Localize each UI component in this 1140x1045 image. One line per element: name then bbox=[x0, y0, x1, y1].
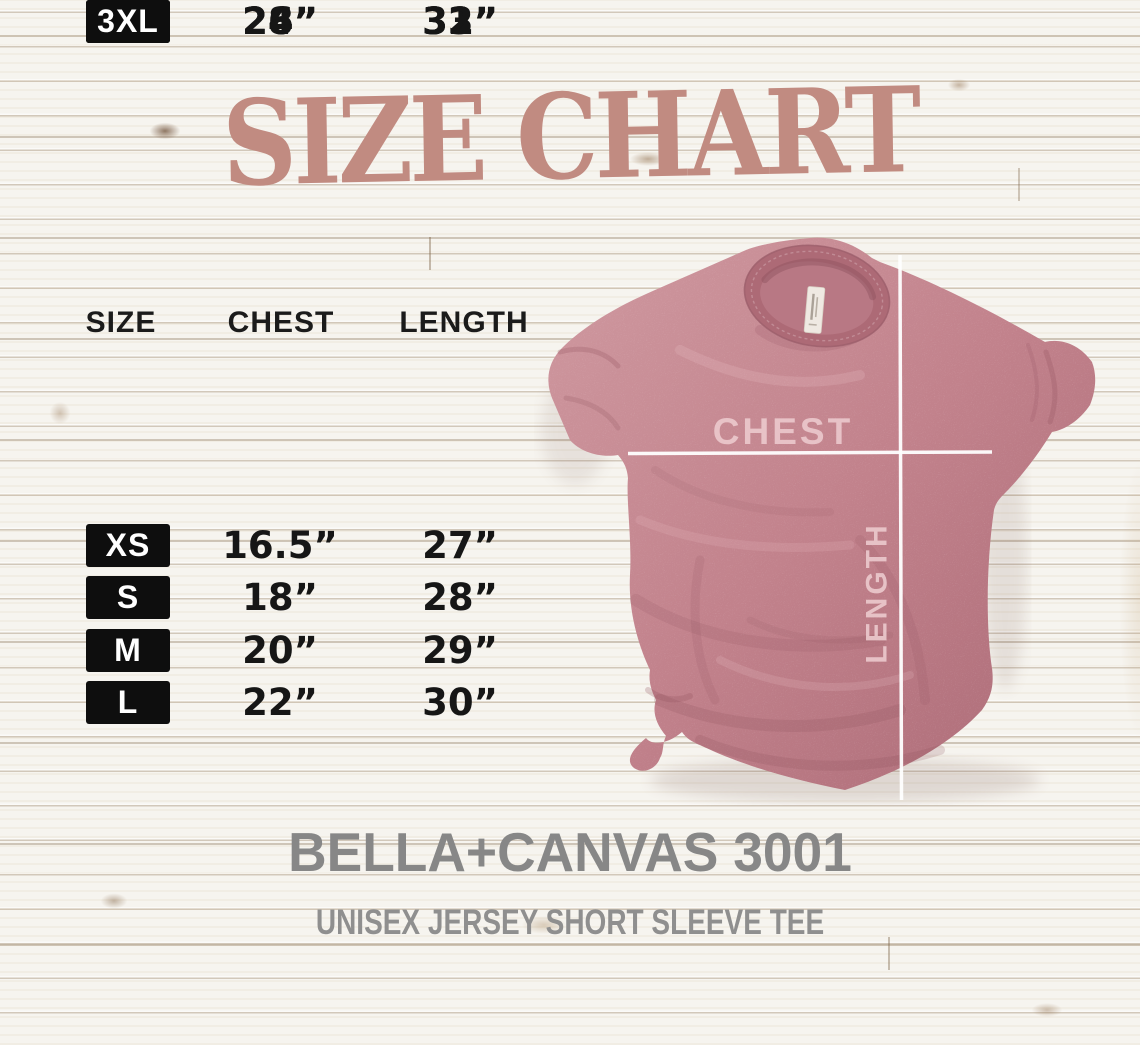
length-value: 27” bbox=[422, 524, 498, 567]
length-measure-line bbox=[898, 254, 904, 801]
chest-value: 28” bbox=[242, 0, 318, 43]
length-value: 33” bbox=[422, 0, 498, 43]
chest-value: 22” bbox=[242, 681, 318, 724]
table-row: M 20” 29” bbox=[0, 629, 560, 673]
chest-value: 24” bbox=[242, 0, 318, 43]
length-value: 28” bbox=[422, 576, 498, 619]
chest-measure-label: CHEST bbox=[713, 411, 853, 452]
product-subtitle: UNISEX JERSEY SHORT SLEEVE TEE bbox=[315, 903, 825, 942]
table-row: L 22” 30” bbox=[0, 681, 560, 725]
fabric-folds bbox=[557, 325, 1058, 771]
size-badge: XS bbox=[86, 524, 170, 567]
chest-value: 20” bbox=[242, 629, 318, 672]
tshirt-photo: CHEST LENGTH bbox=[541, 237, 1096, 802]
length-value: 30” bbox=[422, 681, 498, 724]
column-header-chest: CHEST bbox=[227, 306, 335, 339]
length-value: 31” bbox=[422, 0, 498, 43]
length-value: 29” bbox=[422, 629, 498, 672]
neck-tag-label bbox=[803, 286, 826, 334]
chest-value: 26” bbox=[242, 0, 318, 43]
table-row: XS 16.5” 27” bbox=[0, 524, 560, 568]
heather-texture bbox=[548, 237, 1096, 791]
chest-value: 16.5” bbox=[222, 524, 338, 567]
size-badge: 3XL bbox=[86, 0, 170, 43]
column-header-length: LENGTH bbox=[399, 306, 529, 339]
size-badge: M bbox=[86, 629, 170, 672]
chest-value: 18” bbox=[242, 576, 318, 619]
size-badge: L bbox=[86, 681, 170, 724]
chest-measure-line bbox=[627, 450, 993, 456]
product-name: BELLA+CANVAS 3001 bbox=[288, 821, 852, 883]
column-header-size: SIZE bbox=[85, 306, 157, 339]
table-row: S 18” 28” bbox=[0, 576, 560, 620]
length-measure-label: LENGTH bbox=[861, 522, 894, 663]
fabric-highlights bbox=[635, 345, 914, 691]
length-value: 32” bbox=[422, 0, 498, 43]
table-row: 3XL 28” 33” bbox=[0, 0, 560, 44]
size-badge: S bbox=[86, 576, 170, 619]
